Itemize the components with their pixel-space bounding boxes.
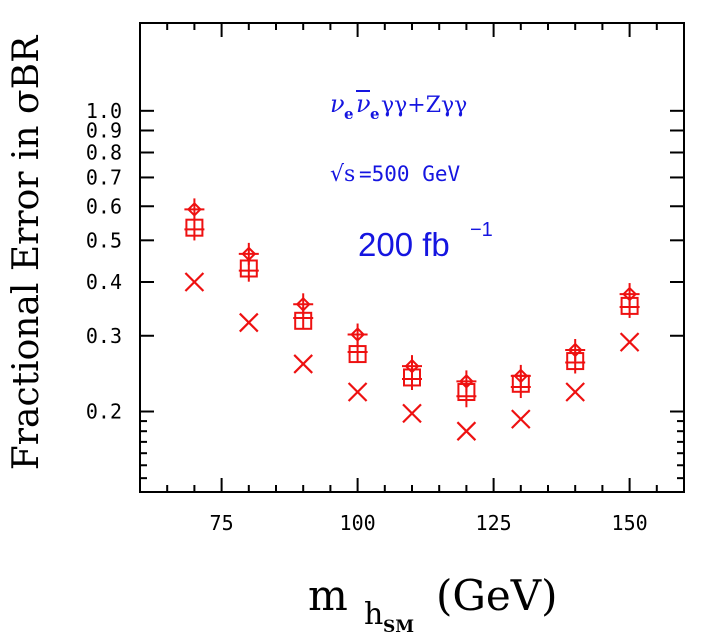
x-axis-title: m h SM (GeV)	[308, 571, 558, 637]
x-stroke	[456, 421, 477, 441]
x-cross-point	[402, 403, 422, 424]
process-nu-bar: ν	[356, 90, 371, 118]
x-cross-point	[293, 354, 313, 374]
x-tick-labels: 75 100 125 150	[210, 511, 648, 535]
x-stroke	[511, 409, 531, 429]
open-square-point	[403, 368, 421, 387]
y-tick-label: 0.8	[86, 141, 122, 165]
energy-sqrt: √s	[330, 162, 355, 187]
square-shape	[566, 352, 585, 371]
x-axis-title-main: m	[308, 571, 348, 620]
square-shape	[348, 345, 367, 364]
x-tick-label: 150	[612, 511, 648, 535]
open-square-point	[620, 296, 639, 315]
square-shape	[403, 368, 421, 387]
open-square-point	[185, 218, 204, 237]
process-label: ν e ν e γγ+Zγγ	[330, 90, 467, 123]
x-stroke	[293, 354, 313, 374]
x-cross-point	[184, 272, 205, 292]
data-markers	[184, 198, 640, 441]
x-stroke	[565, 382, 585, 402]
process-sub-e2: e	[370, 105, 380, 123]
x-stroke	[619, 332, 640, 352]
boxed-cross-point	[456, 385, 477, 408]
x-cross-point	[619, 332, 640, 352]
x-cross-point	[347, 382, 368, 402]
square-shape	[457, 383, 476, 402]
open-square-point	[348, 345, 367, 364]
y-tick-label: 0.4	[86, 270, 122, 294]
x-cross-point	[456, 421, 477, 441]
y-tick-label: 0.5	[86, 228, 122, 252]
axis-ticks	[140, 23, 684, 492]
boxed-cross-point	[347, 341, 368, 364]
x-axis-title-unit: (GeV)	[436, 571, 558, 620]
x-stroke	[184, 272, 205, 292]
y-tick-label: 0.3	[86, 324, 122, 348]
x-stroke	[239, 312, 259, 333]
x-axis-title-sub: h	[364, 597, 383, 632]
open-square-point	[457, 383, 476, 402]
energy-label: √s =500 GeV	[330, 162, 461, 187]
process-sub-e: e	[344, 105, 354, 123]
x-stroke	[402, 403, 422, 424]
y-tick-label: 0.2	[86, 400, 122, 424]
x-stroke	[347, 382, 368, 402]
open-square-point	[511, 374, 530, 393]
square-shape	[511, 374, 530, 393]
open-square-point	[294, 311, 313, 330]
y-tick-label: 0.7	[86, 165, 122, 189]
x-tick-label: 75	[210, 511, 234, 535]
process-rest: γγ+Zγγ	[381, 93, 467, 118]
boxed-cross-point	[184, 218, 205, 241]
diamond-cross-point	[184, 198, 205, 221]
x-cross-point	[239, 312, 259, 333]
luminosity-label: 200 fb −1	[358, 219, 493, 263]
x-tick-label: 125	[476, 511, 512, 535]
square-shape	[239, 259, 258, 278]
y-tick-label: 1.0	[86, 99, 122, 123]
x-cross-point	[511, 409, 531, 429]
y-tick-labels: 0.2 0.3 0.4 0.5 0.6 0.70.80.91.0	[86, 99, 122, 424]
open-square-point	[239, 259, 258, 278]
y-tick-label: 0.6	[86, 194, 122, 218]
luminosity-value: 200 fb	[358, 226, 450, 263]
luminosity-exponent: −1	[470, 219, 493, 241]
boxed-cross-point	[510, 376, 531, 399]
y-tick-label: 0.9	[86, 118, 122, 142]
square-shape	[185, 218, 204, 237]
x-cross-point	[565, 382, 585, 402]
square-shape	[294, 311, 313, 330]
square-shape	[620, 296, 639, 315]
x-tick-label: 100	[340, 511, 376, 535]
energy-value: =500 GeV	[359, 162, 461, 186]
process-nu: ν	[330, 90, 345, 118]
y-axis-title: Fractional Error in σBR	[6, 35, 47, 470]
x-axis-title-subsub: SM	[383, 617, 414, 637]
boxed-cross-point	[238, 259, 259, 282]
open-square-point	[566, 352, 585, 371]
boxed-cross-point	[293, 306, 314, 329]
